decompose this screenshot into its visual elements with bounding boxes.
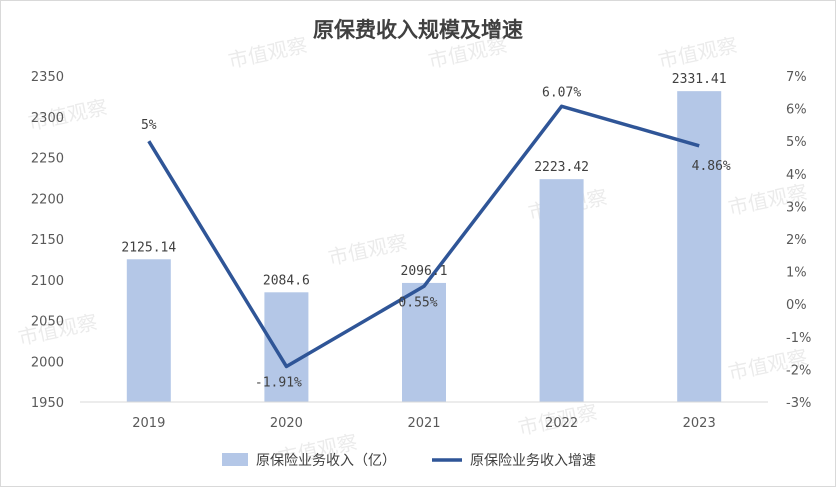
bar-series xyxy=(126,91,722,402)
bar-value-label: 2331.41 xyxy=(672,72,727,87)
bar-value-label: 2223.42 xyxy=(534,160,589,175)
bar-2019 xyxy=(126,259,171,402)
right-tick-label: -3% xyxy=(786,396,811,411)
growth-value-label: 5% xyxy=(141,118,157,133)
watermark-text: 市值观察 xyxy=(656,33,739,73)
x-tick-label: 2019 xyxy=(132,416,165,431)
bar-2023 xyxy=(677,91,722,402)
growth-value-label: 6.07% xyxy=(542,85,581,100)
x-tick-label: 2022 xyxy=(545,416,578,431)
bar-2022 xyxy=(539,179,584,402)
right-tick-label: 2% xyxy=(786,233,807,248)
x-axis-ticks: 2019 2020 2021 2022 2023 xyxy=(132,416,715,431)
left-tick-label: 2100 xyxy=(31,274,64,289)
left-tick-label: 2150 xyxy=(31,233,64,248)
right-tick-label: -2% xyxy=(786,363,811,378)
x-tick-label: 2020 xyxy=(270,416,303,431)
left-tick-label: 2350 xyxy=(31,70,64,85)
left-tick-label: 2300 xyxy=(31,111,64,126)
right-tick-label: 6% xyxy=(786,103,807,118)
bar-2021 xyxy=(402,282,446,402)
line-data-labels: 5% -1.91% 0.55% 6.07% 4.86% xyxy=(141,85,731,390)
left-tick-label: 1950 xyxy=(31,396,64,411)
growth-value-label: 4.86% xyxy=(692,159,731,174)
right-tick-label: 1% xyxy=(786,266,807,281)
left-axis-ticks: 1950 2000 2050 2100 2150 2200 2250 2300 2350 xyxy=(31,70,64,411)
right-axis-ticks: -3% -2% -1% 0% 1% 2% 3% 4% 5% 6% 7% xyxy=(786,70,811,411)
right-tick-label: 3% xyxy=(786,200,807,215)
legend-bar-label: 原保险业务收入（亿） xyxy=(256,453,396,469)
legend: 原保险业务收入（亿） 原保险业务收入增速 xyxy=(222,453,596,469)
watermark-text: 市值观察 xyxy=(326,230,409,270)
growth-value-label: -1.91% xyxy=(255,375,302,390)
right-tick-label: 4% xyxy=(786,168,807,183)
bar-value-label: 2084.6 xyxy=(263,273,310,288)
left-tick-label: 2200 xyxy=(31,192,64,207)
bar-value-label: 2096.1 xyxy=(401,264,448,279)
bar-value-label: 2125.14 xyxy=(121,240,176,255)
watermark-text: 市值观察 xyxy=(226,33,309,73)
right-tick-label: 5% xyxy=(786,135,807,150)
chart-title: 原保费收入规模及增速 xyxy=(313,18,523,42)
watermark-text: 市值观察 xyxy=(426,33,509,73)
left-tick-label: 2050 xyxy=(31,315,64,330)
right-tick-label: -1% xyxy=(786,331,811,346)
x-tick-label: 2021 xyxy=(407,416,440,431)
legend-bar-swatch xyxy=(222,453,248,466)
left-tick-label: 2250 xyxy=(31,152,64,167)
right-tick-label: 7% xyxy=(786,70,807,85)
x-tick-label: 2023 xyxy=(683,416,716,431)
growth-value-label: 0.55% xyxy=(398,295,437,310)
legend-line-label: 原保险业务收入增速 xyxy=(470,453,596,469)
line-series xyxy=(147,104,700,369)
bar-2020 xyxy=(264,292,309,402)
right-tick-label: 0% xyxy=(786,298,807,313)
left-tick-label: 2000 xyxy=(31,355,64,370)
bar-data-labels: 2125.14 2084.6 2096.1 2223.42 2331.41 xyxy=(121,72,726,288)
